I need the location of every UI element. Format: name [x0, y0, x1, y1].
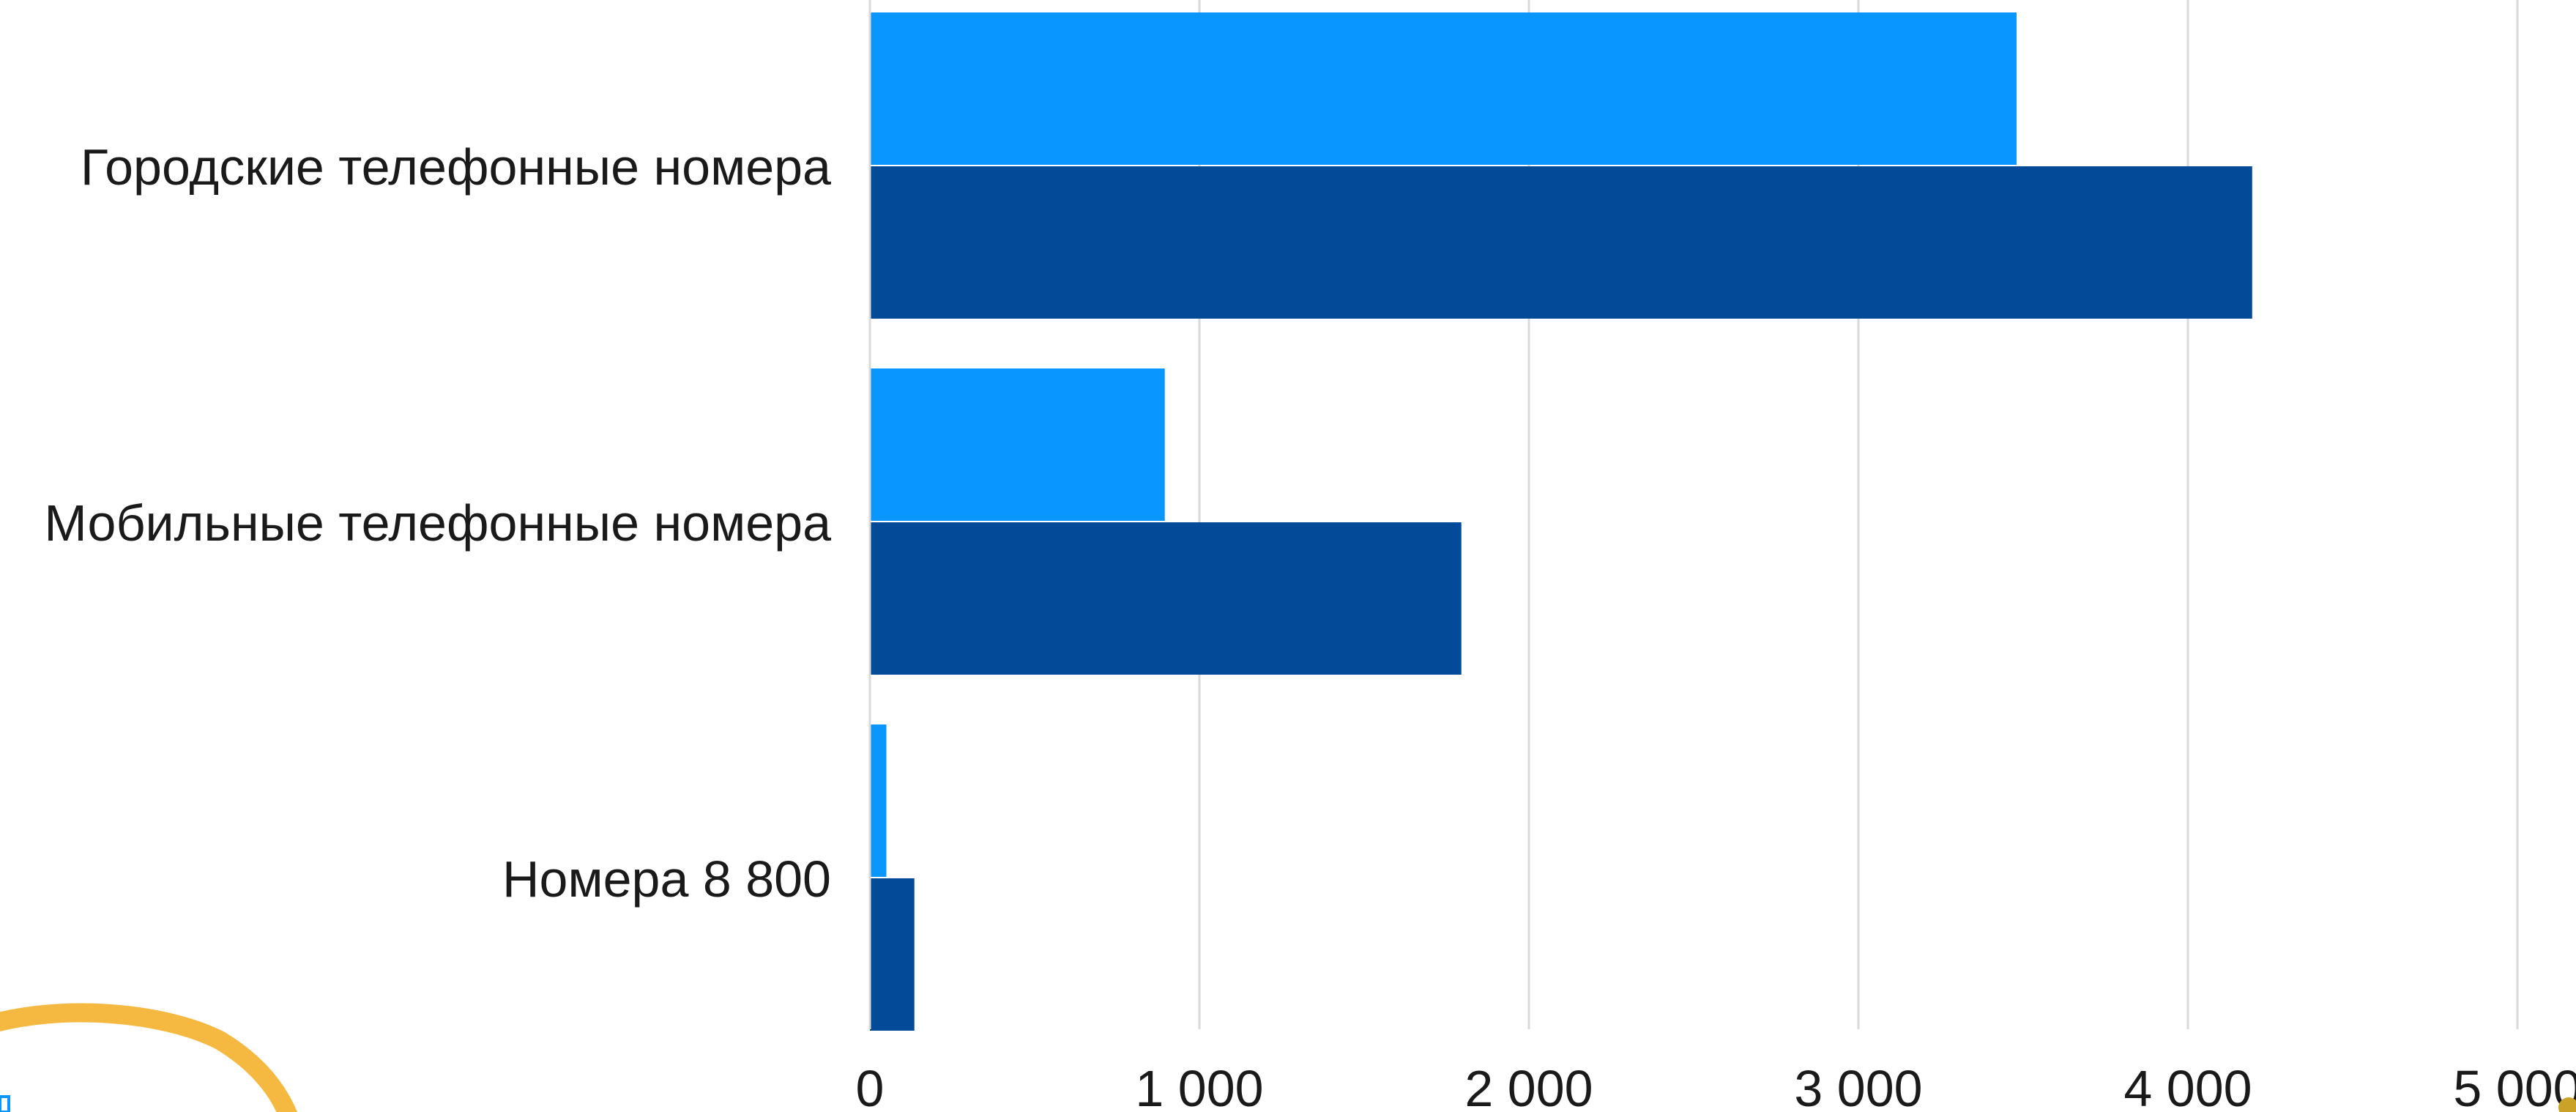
x-tick-label: 1 000 — [1135, 1060, 1263, 1112]
bars-group — [870, 12, 2252, 1031]
orange-arc-decoration — [0, 1003, 297, 1112]
bar — [870, 878, 915, 1031]
x-tick-label: 3 000 — [1794, 1060, 1922, 1112]
emblem-fragment-icon — [2558, 1097, 2576, 1112]
x-tick-label: 0 — [856, 1060, 885, 1112]
category-label: Мобильные телефонные номера — [44, 494, 831, 552]
x-tick-label: 5 000 — [2453, 1060, 2576, 1112]
x-tick-label: 4 000 — [2123, 1060, 2252, 1112]
x-tick-label: 2 000 — [1464, 1060, 1593, 1112]
decorations — [0, 1003, 2576, 1112]
category-label: Городские телефонные номера — [81, 138, 831, 196]
bar — [870, 368, 1165, 521]
logo-fragment-icon — [0, 1095, 10, 1112]
x-tick-labels: 0 1 000 2 000 3 000 4 000 5 000 — [856, 1060, 2576, 1112]
bar — [870, 724, 887, 877]
bar — [870, 166, 2252, 319]
bar — [870, 12, 2017, 165]
category-labels: Городские телефонные номера Мобильные тел… — [44, 138, 831, 908]
bar — [870, 522, 1462, 675]
category-label: Номера 8 800 — [502, 850, 831, 908]
